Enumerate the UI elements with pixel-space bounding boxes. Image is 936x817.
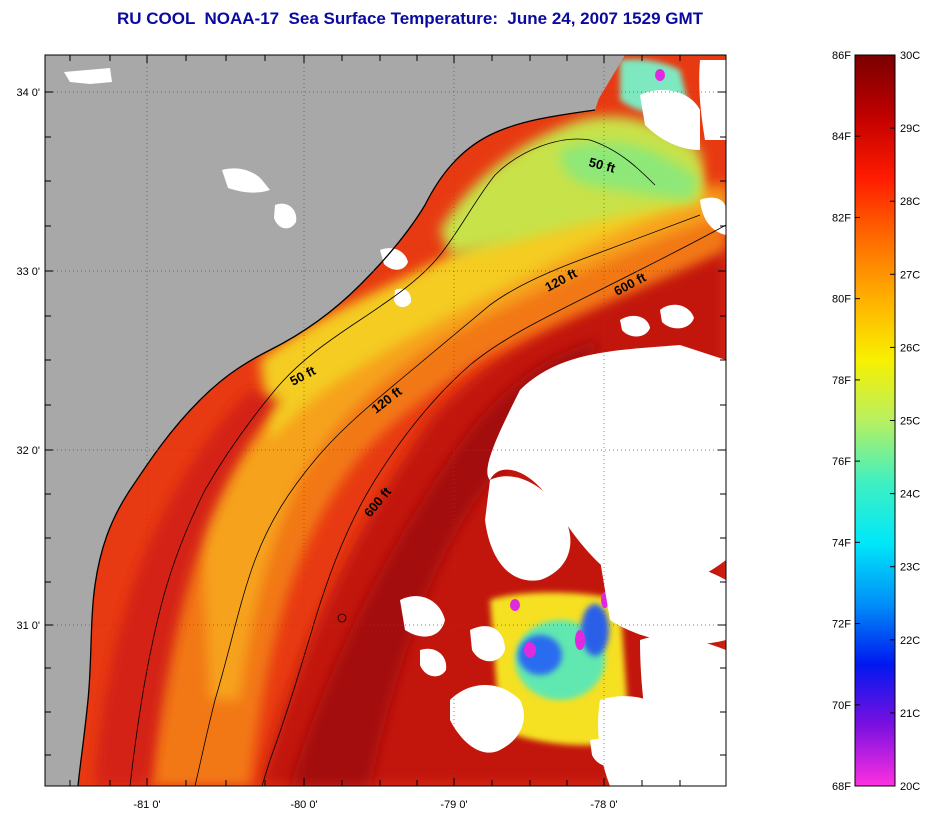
colorbar-f-label: 74F <box>832 537 851 549</box>
colorbar-c-label: 25C <box>900 416 920 428</box>
graticule <box>45 55 726 786</box>
colorbar-f-label: 70F <box>832 700 851 712</box>
colorbar-ticks <box>855 54 895 787</box>
isobath-50ft <box>129 138 656 786</box>
x-tick-label-80: -80 0' <box>290 799 317 811</box>
colorbar-f-label: 82F <box>832 212 851 224</box>
colorbar-f-label: 78F <box>832 375 851 387</box>
colorbar-c-label: 22C <box>900 635 920 647</box>
colorbar-f-label: 72F <box>832 619 851 631</box>
colorbar-fahrenheit-labels: 86F 84F 82F 80F 78F 76F 74F 72F 70F 68F <box>832 50 851 793</box>
map-panel: 50 ft 50 ft 120 ft 120 ft 600 ft 600 ft <box>45 55 726 786</box>
colorbar-c-label: 27C <box>900 269 920 281</box>
colorbar-f-label: 84F <box>832 131 851 143</box>
map-ticks <box>45 55 726 786</box>
cloud-mask <box>48 60 726 786</box>
coastline <box>77 109 596 786</box>
colorbar: 86F 84F 82F 80F 78F 76F 74F 72F 70F 68F 30C 29C 28C… <box>832 50 920 793</box>
colorbar-c-label: 28C <box>900 196 920 208</box>
x-tick-label-78: -78 0' <box>590 799 617 811</box>
isobath-600ft <box>261 224 726 786</box>
x-tick-label-81: -81 0' <box>133 799 160 811</box>
isobath-120ft <box>194 214 701 786</box>
colorbar-celsius-labels: 30C 29C 28C 27C 26C 25C 24C 23C 22C 21C 20C <box>900 50 920 793</box>
y-tick-label-32: 32 0' <box>16 445 40 457</box>
colorbar-f-label: 76F <box>832 456 851 468</box>
colorbar-c-label: 21C <box>900 708 920 720</box>
colorbar-c-label: 20C <box>900 781 920 793</box>
colorbar-f-label: 68F <box>832 781 851 793</box>
colorbar-c-label: 26C <box>900 342 920 354</box>
colorbar-f-label: 86F <box>832 50 851 62</box>
y-tick-label-34: 34 0' <box>16 87 40 99</box>
colorbar-c-label: 24C <box>900 489 920 501</box>
contour-small-ring <box>337 613 347 623</box>
y-tick-label-33: 33 0' <box>16 266 40 278</box>
land-mass-north <box>585 55 625 100</box>
contour-label-50ft-north: 50 ft <box>587 154 617 176</box>
y-axis-labels: 31 0' 32 0' 33 0' 34 0' <box>16 87 40 632</box>
x-tick-label-79: -79 0' <box>440 799 467 811</box>
colorbar-c-label: 30C <box>900 50 920 62</box>
land-mass <box>45 55 600 786</box>
x-axis-labels: -81 0' -80 0' -79 0' -78 0' <box>133 799 617 811</box>
map-frame <box>44 54 727 787</box>
land-clouds <box>64 68 412 308</box>
colorbar-c-label: 29C <box>900 123 920 135</box>
map-title: RU COOL NOAA-17 Sea Surface Temperature:… <box>116 9 704 28</box>
colorbar-gradient <box>854 54 896 787</box>
colorbar-c-label: 23C <box>900 562 920 574</box>
colorbar-f-label: 80F <box>832 294 851 306</box>
y-tick-label-31: 31 0' <box>16 620 40 632</box>
